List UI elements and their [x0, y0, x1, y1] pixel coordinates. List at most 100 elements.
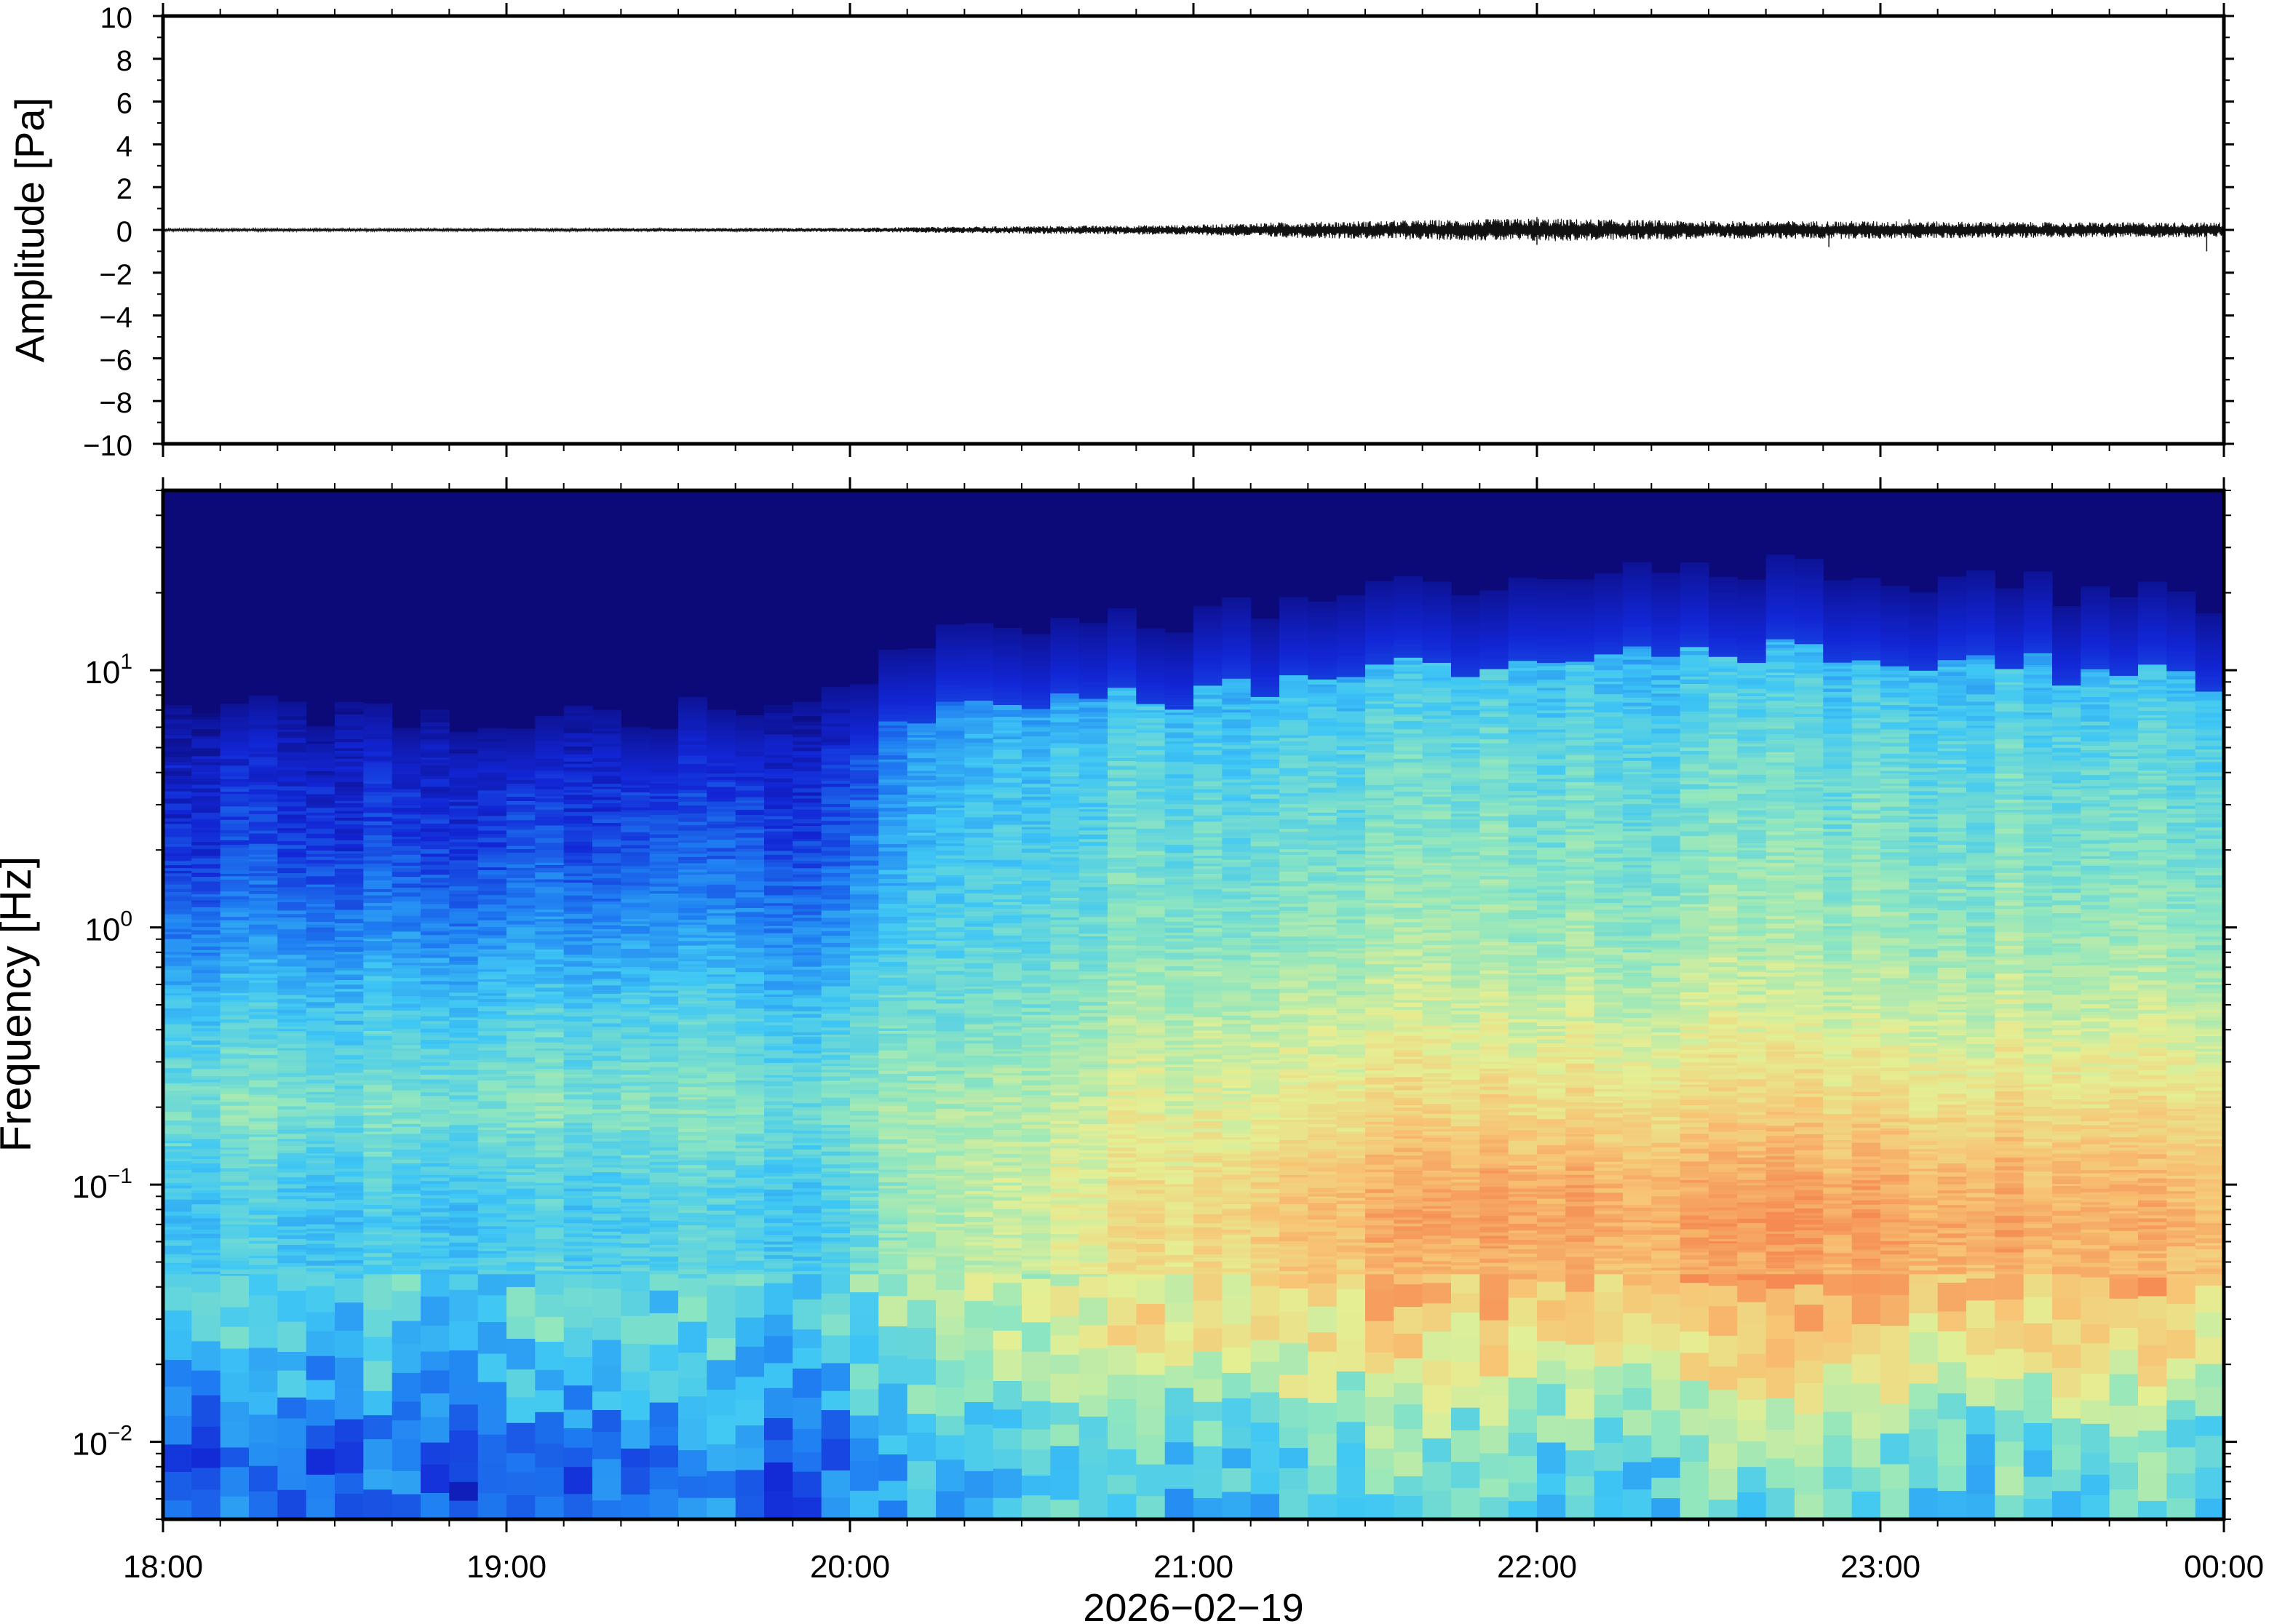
spectrogram-cell [649, 1019, 679, 1022]
spectrogram-cell [277, 1009, 307, 1014]
spectrogram-cell [850, 943, 879, 948]
spectrogram-cell [363, 1233, 393, 1238]
spectrogram-cell [936, 1155, 965, 1161]
spectrogram-cell [563, 1306, 593, 1328]
spectrogram-cell [707, 1150, 736, 1155]
spectrogram-cell [878, 1243, 908, 1246]
spectrogram-cell [421, 1190, 450, 1195]
spectrogram-cell [535, 1210, 565, 1216]
spectrogram-cell [907, 835, 937, 840]
spectrogram-cell [907, 844, 937, 848]
spectrogram-cell [506, 1243, 536, 1247]
spectrogram-cell [735, 1250, 765, 1254]
spectrogram-cell [850, 1061, 879, 1064]
spectrogram-cell [163, 969, 192, 974]
spectrogram-cell [220, 1242, 250, 1246]
spectrogram-cell [792, 823, 822, 826]
spectrogram-cell [764, 1217, 793, 1223]
spectrogram-cell [936, 917, 965, 923]
spectrogram-cell [392, 836, 421, 840]
spectrogram-cell [907, 968, 937, 974]
spectrogram-cell [878, 950, 908, 955]
spectrogram-cell [764, 751, 793, 755]
spectrogram-cell [649, 1154, 679, 1160]
spectrogram-cell [363, 1145, 393, 1148]
spectrogram-cell [592, 711, 621, 715]
spectrogram-cell [449, 881, 479, 887]
spectrogram-cell [163, 832, 192, 837]
spectrogram-cell [649, 752, 679, 757]
spectrogram-cell [249, 1189, 278, 1194]
spectrogram-cell [220, 1053, 250, 1059]
spectrogram-cell [563, 1236, 593, 1242]
spectrogram-cell [707, 1470, 736, 1498]
spectrogram-column [907, 648, 937, 1519]
spectrogram-cell [621, 902, 651, 908]
spectrogram-cell [306, 1087, 335, 1092]
spectrogram-cell [249, 696, 278, 698]
spectrogram-cell [707, 1136, 736, 1141]
spectrogram-cell [220, 1025, 250, 1030]
spectrogram-cell [649, 1370, 679, 1403]
spectrogram-cell [335, 776, 364, 779]
spectrogram-cell [592, 819, 621, 823]
spectrogram-cell [392, 763, 421, 768]
spectrogram-cell [477, 1018, 507, 1022]
spectrogram-cell [363, 1027, 393, 1031]
spectrogram-cell [821, 760, 851, 765]
spectrogram-cell [191, 764, 221, 768]
spectrogram-cell [821, 1036, 851, 1042]
spectrogram-cell [821, 894, 851, 900]
spectrogram-cell [936, 1164, 965, 1168]
spectrogram-cell [878, 768, 908, 773]
spectrogram-cell [220, 1048, 250, 1054]
spectrogram-cell [592, 998, 621, 1002]
spectrogram-cell [392, 747, 421, 752]
spectrogram-cell [363, 1173, 393, 1179]
spectrogram-cell [506, 1252, 536, 1257]
spectrogram-cell [907, 1384, 937, 1414]
spectrogram-cell [477, 837, 507, 843]
spectrogram-cell [592, 1227, 621, 1232]
spectrogram-cell [163, 894, 192, 897]
spectrogram-cell [649, 990, 679, 993]
spectrogram-cell [592, 1182, 621, 1187]
spectrogram-cell [392, 865, 421, 869]
spectrogram-column [535, 715, 565, 1519]
spectrogram-cell [277, 769, 307, 776]
spectrogram-cell [850, 806, 879, 810]
spectrogram-cell [678, 872, 707, 875]
spectrogram-cell [335, 1168, 364, 1172]
spectrogram-cell [449, 948, 479, 952]
spectrogram-cell [449, 1000, 479, 1004]
spectrogram-cell [163, 1273, 192, 1287]
spectrogram-cell [277, 943, 307, 948]
spectrogram-cell [792, 1235, 822, 1241]
spectrogram-cell [421, 1054, 450, 1059]
spectrogram-cell [535, 1341, 565, 1370]
spectrogram-cell [421, 912, 450, 918]
spectrogram-cell [821, 1027, 851, 1031]
spectrogram-cell [535, 1028, 565, 1032]
spectrogram-cell [363, 1227, 393, 1233]
spectrogram-cell [306, 786, 335, 792]
spectrogram-cell [477, 956, 507, 962]
spectrogram-cell [907, 860, 937, 865]
spectrogram-cell [277, 934, 307, 939]
spectrogram-cell [306, 768, 335, 771]
spectrogram-cell [277, 1470, 307, 1490]
spectrogram-cell [678, 963, 707, 967]
spectrogram-cell [907, 1169, 937, 1174]
spectrogram-cell [764, 1178, 793, 1182]
spectrogram-cell [850, 974, 879, 979]
spectrogram-cell [592, 935, 621, 939]
spectrogram-cell [163, 1249, 192, 1254]
spectrogram-cell [792, 1003, 822, 1007]
spectrogram-cell [392, 813, 421, 819]
spectrogram-cell [563, 859, 593, 863]
spectrogram-cell [621, 977, 651, 982]
spectrogram-cell [878, 1177, 908, 1182]
spectrogram-cell [535, 853, 565, 858]
spectrogram-cell [764, 885, 793, 891]
